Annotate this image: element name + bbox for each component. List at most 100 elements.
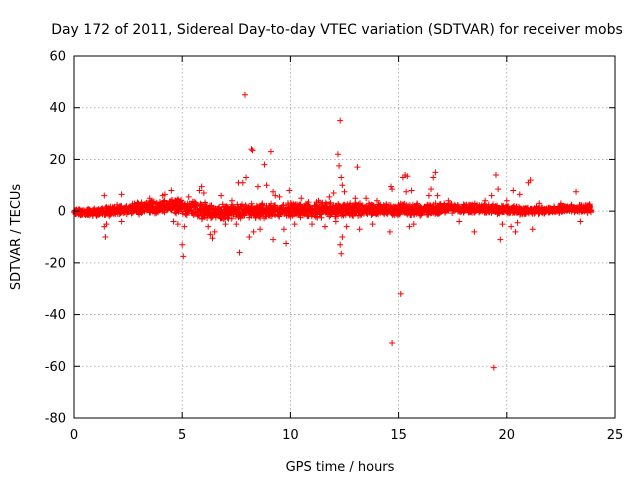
data-point bbox=[107, 211, 114, 218]
data-point bbox=[573, 188, 580, 195]
axis-tick-labels: 0 5 10 15 20 25 -80 -60 -40 -20 0 20 40 60 bbox=[45, 50, 624, 444]
data-point bbox=[160, 199, 167, 206]
data-point bbox=[253, 212, 260, 219]
data-point bbox=[505, 203, 512, 210]
data-point bbox=[181, 223, 188, 230]
data-point bbox=[286, 187, 293, 194]
data-point bbox=[114, 210, 121, 217]
data-point bbox=[355, 201, 362, 208]
data-point bbox=[193, 209, 200, 216]
data-point bbox=[292, 201, 299, 208]
data-point bbox=[397, 290, 404, 297]
data-point bbox=[389, 186, 396, 193]
data-point bbox=[561, 207, 568, 214]
data-point bbox=[276, 193, 283, 200]
data-point bbox=[492, 207, 499, 214]
data-point bbox=[476, 209, 483, 216]
data-point bbox=[111, 203, 118, 210]
data-point bbox=[386, 228, 393, 235]
data-point bbox=[275, 207, 282, 214]
data-point bbox=[81, 211, 88, 218]
data-point bbox=[268, 208, 275, 215]
data-point bbox=[184, 208, 191, 215]
data-point bbox=[463, 201, 470, 208]
data-point bbox=[516, 208, 523, 215]
data-point bbox=[281, 208, 288, 215]
data-point bbox=[335, 151, 342, 158]
data-points bbox=[71, 91, 594, 371]
data-point bbox=[155, 206, 162, 213]
data-point bbox=[210, 206, 217, 213]
data-point bbox=[510, 187, 517, 194]
data-point bbox=[211, 228, 218, 235]
data-point bbox=[328, 206, 335, 213]
data-point bbox=[252, 205, 259, 212]
data-point bbox=[535, 205, 542, 212]
data-point bbox=[202, 199, 209, 206]
data-point bbox=[356, 226, 363, 233]
data-point bbox=[196, 187, 203, 194]
data-point bbox=[369, 221, 376, 228]
data-point bbox=[156, 205, 163, 212]
data-point bbox=[499, 206, 506, 213]
data-point bbox=[182, 204, 189, 211]
data-point bbox=[331, 205, 338, 212]
data-point bbox=[269, 211, 276, 218]
data-point bbox=[257, 226, 264, 233]
data-point bbox=[174, 221, 181, 228]
data-point bbox=[434, 204, 441, 211]
y-tick-label: 60 bbox=[49, 50, 66, 65]
data-point bbox=[350, 213, 357, 220]
data-point bbox=[272, 192, 279, 199]
data-point bbox=[267, 148, 274, 155]
data-point bbox=[243, 209, 250, 216]
data-point bbox=[78, 211, 85, 218]
data-point bbox=[139, 209, 146, 216]
data-point bbox=[196, 205, 203, 212]
data-point bbox=[207, 202, 214, 209]
data-point bbox=[276, 213, 283, 220]
data-point bbox=[146, 195, 153, 202]
data-point bbox=[516, 191, 523, 198]
data-point bbox=[519, 209, 526, 216]
x-tick-label: 5 bbox=[178, 428, 186, 443]
data-point bbox=[150, 199, 157, 206]
data-point bbox=[344, 207, 351, 214]
data-point bbox=[364, 208, 371, 215]
data-point bbox=[102, 210, 109, 217]
data-point bbox=[492, 171, 499, 178]
data-point bbox=[490, 201, 497, 208]
data-point bbox=[432, 200, 439, 207]
data-point bbox=[425, 192, 432, 199]
grid bbox=[74, 56, 615, 418]
data-point bbox=[221, 215, 228, 222]
data-point bbox=[303, 202, 310, 209]
x-tick-label: 15 bbox=[390, 428, 407, 443]
data-point bbox=[207, 231, 214, 238]
x-tick-label: 25 bbox=[607, 428, 624, 443]
data-point bbox=[263, 202, 270, 209]
data-point bbox=[336, 162, 343, 169]
data-point bbox=[332, 218, 339, 225]
data-point bbox=[146, 204, 153, 211]
chart-title: Day 172 of 2011, Sidereal Day-to-day VTE… bbox=[51, 22, 623, 38]
data-point bbox=[285, 212, 292, 219]
data-point bbox=[301, 208, 308, 215]
data-point bbox=[330, 190, 337, 197]
data-point bbox=[93, 210, 100, 217]
data-point bbox=[482, 197, 489, 204]
data-point bbox=[486, 208, 493, 215]
data-point bbox=[523, 205, 530, 212]
data-point bbox=[319, 199, 326, 206]
data-point bbox=[363, 195, 370, 202]
data-point bbox=[174, 206, 181, 213]
data-point bbox=[142, 205, 149, 212]
data-point bbox=[222, 212, 229, 219]
data-point bbox=[339, 182, 346, 189]
data-point bbox=[284, 207, 291, 214]
data-point bbox=[352, 195, 359, 202]
data-point bbox=[499, 221, 506, 228]
data-point bbox=[165, 203, 172, 210]
data-point bbox=[294, 209, 301, 216]
data-point bbox=[497, 236, 504, 243]
